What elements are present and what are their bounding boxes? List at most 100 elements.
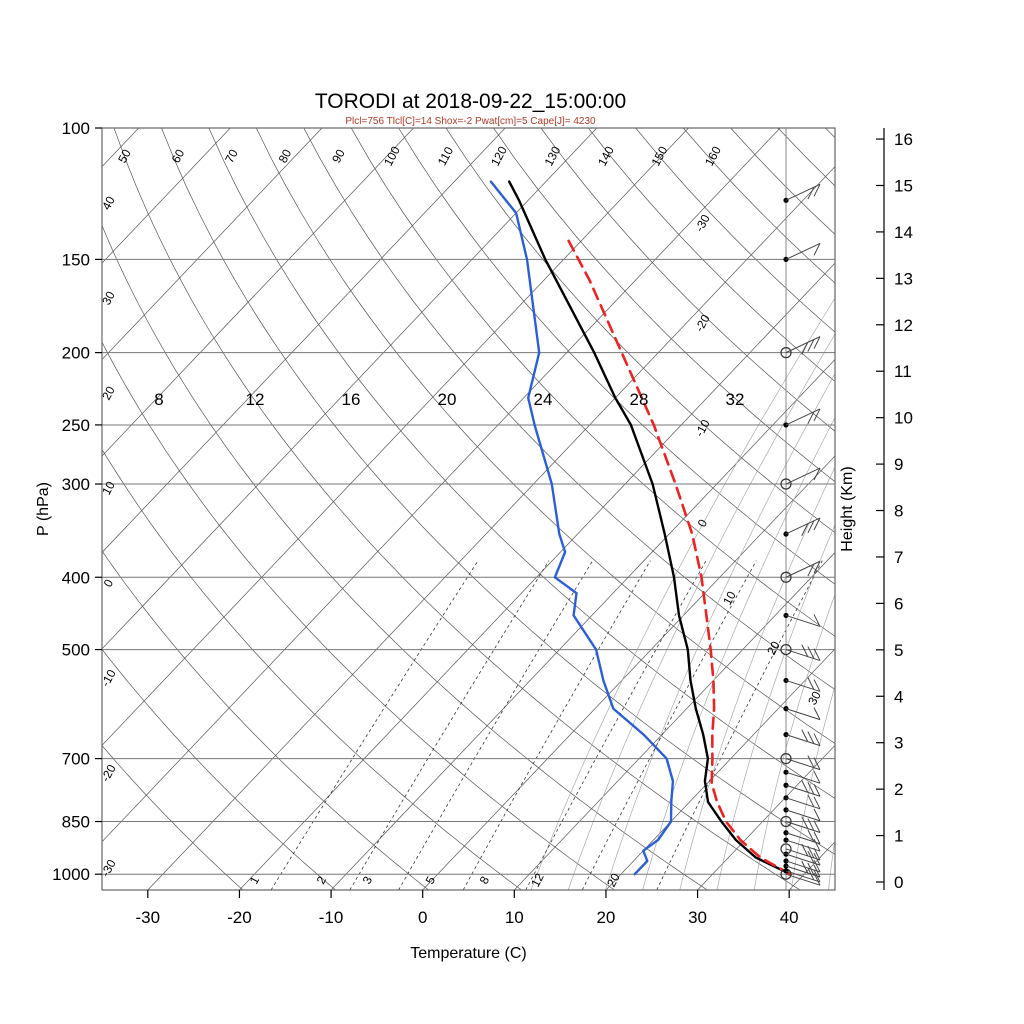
isotherm [102, 128, 689, 746]
isotherm-label-left: 0 [101, 577, 117, 590]
pressure-tick-label: 250 [62, 416, 90, 435]
temperature-tick-label: 40 [780, 908, 799, 927]
wind-barb-shaft [785, 832, 821, 845]
height-tick-label: 8 [894, 502, 903, 521]
pressure-tick-label: 150 [62, 250, 90, 269]
pressure-tick-label: 400 [62, 568, 90, 587]
isotherm-label-right: 30 [805, 689, 824, 708]
wind-barb-feather [807, 646, 815, 659]
wind-level-circle [780, 815, 792, 828]
dry-adiabat [303, 128, 835, 690]
temperature-axis: -30 -20 -10 0 10 20 30 40 Temperature (C) [136, 890, 799, 962]
mixing-ratio-label: 8 [477, 874, 493, 887]
dry-adiabat-label: 80 [276, 147, 295, 166]
height-tick-label: 9 [894, 455, 903, 474]
height-tick-label: 10 [894, 409, 913, 428]
wind-barb-feather [813, 408, 821, 422]
wind-barb-feather [813, 336, 821, 349]
wind-barb-shaft [785, 560, 821, 578]
wind-barb-feather [807, 186, 815, 200]
isotherm [330, 359, 835, 890]
wind-barb-feather [813, 838, 821, 852]
wind-barb-feather [807, 782, 815, 795]
wind-barb-shaft [785, 708, 821, 721]
mixing-ratio-label: 20 [604, 871, 623, 890]
isotherm-label-left: 10 [99, 479, 118, 498]
wind-barb-feather [813, 733, 821, 746]
isotherm [102, 128, 231, 264]
wind-barb-feather [813, 859, 821, 873]
wind-barb-feather [813, 784, 821, 797]
height-tick-label: 12 [894, 316, 913, 335]
isotherm-label-right: -20 [692, 312, 713, 334]
wind-barb-shaft [785, 860, 821, 873]
dry-adiabat-label: 110 [435, 144, 456, 168]
height-tick-label: 4 [894, 687, 903, 706]
isotherm-label-right: 10 [720, 589, 739, 608]
height-tick-label: 5 [894, 641, 903, 660]
dry-adiabat-label: 140 [595, 144, 617, 169]
wind-barb-feather [807, 563, 815, 577]
pressure-tick-label: 100 [62, 119, 90, 138]
dewpoint-curve [489, 180, 675, 876]
temperature-tick-label: -20 [227, 908, 252, 927]
mixing-ratio-line [270, 560, 479, 890]
wind-barb-shaft [785, 242, 821, 260]
height-tick-label: 3 [894, 734, 903, 753]
grid-labels: 50 60 70 80 90 100 110 120 130 140 150 160403020100… [98, 144, 824, 890]
isotherm [697, 744, 835, 890]
wind-barb-feather [813, 770, 821, 784]
dry-adiabat [255, 128, 835, 744]
wind-barb-shaft [785, 873, 821, 886]
temperature-tick-label: 20 [596, 908, 615, 927]
theta-e-label: 24 [534, 390, 553, 409]
isotherm-label-left: 20 [99, 384, 118, 403]
wind-barb-feather [807, 755, 815, 768]
theta-e-label: 8 [154, 390, 163, 409]
moist-adiabat [530, 297, 835, 890]
moist-adiabat [790, 684, 835, 890]
isotherm [605, 648, 835, 890]
wind-barb-shaft [785, 865, 821, 878]
moist-adiabat [567, 333, 835, 890]
wind-level-circle [780, 478, 792, 490]
wind-barb-feather [801, 644, 809, 657]
dry-adiabat-label: 50 [115, 147, 134, 166]
moist-adiabat [866, 128, 1024, 890]
moist-adiabat [903, 128, 1024, 890]
isotherm [102, 128, 781, 843]
mixing-ratio-line [349, 560, 550, 890]
dry-adiabat [730, 128, 835, 235]
isotherm-label-left: -30 [98, 857, 119, 879]
plot-border [101, 127, 836, 891]
grid-clipped [102, 128, 1024, 890]
moist-adiabat [642, 416, 835, 890]
wind-barb-shaft [785, 771, 821, 784]
wind-barb-feather [813, 467, 821, 481]
wind-barb-shaft [785, 758, 821, 771]
temperature-axis-label: Temperature (C) [410, 945, 526, 962]
wind-barb-feather [813, 796, 821, 810]
wind-barb-column [780, 128, 821, 890]
mixing-ratio-label: 2 [314, 874, 330, 887]
mixing-ratio-line [462, 560, 651, 890]
wind-barb-feather [807, 411, 815, 425]
dry-adiabat [540, 128, 835, 432]
theta-e-label: 12 [246, 390, 265, 409]
temperature-tick-label: -10 [319, 908, 344, 927]
dry-adiabat [102, 448, 522, 890]
isotherm-label-left: -10 [98, 667, 119, 689]
pressure-tick-label: 200 [62, 344, 90, 363]
isotherm [514, 551, 835, 890]
isotherm [102, 128, 139, 168]
isotherm-label-right: 0 [695, 517, 711, 530]
dry-adiabat [102, 341, 615, 890]
isotherm [422, 455, 835, 890]
mixing-ratio-line [581, 560, 757, 890]
height-tick-label: 11 [894, 362, 912, 381]
wind-level-circle [780, 643, 792, 656]
temperature-tick-label: 0 [418, 908, 427, 927]
height-tick-label: 13 [894, 269, 913, 288]
